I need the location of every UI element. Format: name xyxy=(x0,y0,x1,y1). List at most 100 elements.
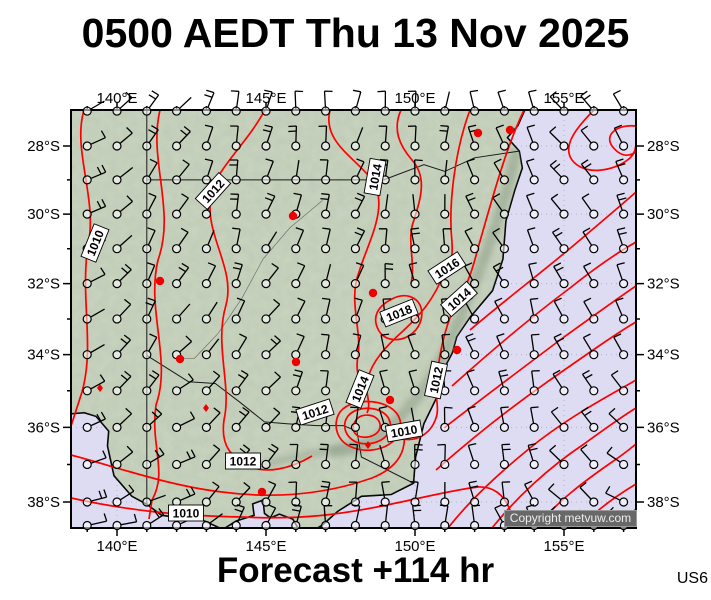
wind-barb-shaft xyxy=(354,297,363,316)
wind-barb-shaft xyxy=(349,481,358,498)
wind-barb-shaft xyxy=(90,450,107,464)
wind-barb xyxy=(350,158,365,185)
wind-barb-shaft xyxy=(267,504,277,523)
station-circle xyxy=(410,106,420,116)
wind-barb xyxy=(499,481,511,507)
wind-barb xyxy=(464,227,480,254)
wind-barb xyxy=(380,262,394,289)
wind-barb xyxy=(288,125,301,151)
station-circle xyxy=(618,141,629,151)
wind-barb-shaft xyxy=(526,124,535,143)
wind-barb-shaft xyxy=(262,124,274,143)
station-circle xyxy=(529,459,539,470)
wind-barb xyxy=(142,447,165,470)
wind-barb xyxy=(112,484,135,507)
isobar-label: 1012 xyxy=(225,452,261,470)
wind-barb xyxy=(291,227,305,254)
wind-barb xyxy=(439,504,450,531)
wind-barb xyxy=(553,333,569,360)
station-circle xyxy=(201,279,211,289)
station-circle xyxy=(142,279,152,289)
station-circle xyxy=(291,497,301,507)
station-circle xyxy=(82,350,92,360)
isobar-label-text: 1010 xyxy=(173,507,200,521)
wind-barb-shaft xyxy=(407,90,417,107)
station-circle xyxy=(172,209,182,219)
station-circle xyxy=(559,141,569,151)
wind-barb xyxy=(612,89,629,116)
wind-barb xyxy=(492,193,509,219)
wind-barb-shaft xyxy=(378,228,388,245)
isobar-label-text: 1010 xyxy=(390,422,419,440)
station-circle xyxy=(261,209,271,219)
wind-barb xyxy=(410,159,423,185)
wind-barb xyxy=(82,100,105,116)
station-circle xyxy=(350,422,360,432)
station-circle xyxy=(261,141,271,151)
station-circle xyxy=(231,350,241,360)
station-circle xyxy=(440,422,450,432)
wind-barb-shaft xyxy=(412,194,416,210)
wind-barb-shaft xyxy=(352,333,362,351)
wind-barb-shaft xyxy=(552,369,563,388)
station-circle xyxy=(112,244,122,254)
station-circle xyxy=(291,279,301,289)
wind-barb-shaft xyxy=(179,335,193,353)
station-circle xyxy=(499,244,509,254)
station-circle xyxy=(231,314,241,324)
station-circle xyxy=(529,497,539,507)
wind-barb xyxy=(407,125,420,151)
wind-barb-shaft xyxy=(267,231,278,246)
wind-barb xyxy=(350,504,361,531)
wind-barb xyxy=(291,333,305,360)
wind-barb-shaft xyxy=(179,373,194,390)
station-circle xyxy=(201,314,211,324)
station-circle xyxy=(172,279,182,289)
station-circle xyxy=(291,175,301,185)
wind-barb-shaft xyxy=(580,406,592,425)
wind-barb xyxy=(440,91,451,116)
wind-barb-shaft xyxy=(90,267,106,283)
lon-label-bottom: 145°E xyxy=(245,538,286,555)
isobar-line-low xyxy=(343,407,392,445)
wind-barb-shaft xyxy=(583,262,593,281)
station-circle xyxy=(231,209,241,219)
wind-barb xyxy=(142,494,166,507)
isobar-line-ocean xyxy=(451,241,636,387)
wind-barb xyxy=(440,194,450,219)
isobar-label: 1010 xyxy=(168,504,204,522)
red-station-dot xyxy=(385,395,395,405)
wind-barb xyxy=(231,406,250,432)
wind-barb-shaft xyxy=(525,192,535,211)
station-circle xyxy=(231,141,241,151)
wind-barb xyxy=(549,126,569,151)
wind-barb xyxy=(495,124,509,151)
wind-barb xyxy=(350,333,362,360)
isobar-label-box xyxy=(194,172,232,210)
wind-barb-shaft xyxy=(268,262,279,281)
lat-label-left: 32°S xyxy=(27,276,60,293)
isobar-label: 1012 xyxy=(295,398,335,426)
station-circle xyxy=(82,459,92,470)
wind-barb-shaft xyxy=(264,89,273,108)
station-circle xyxy=(82,279,92,289)
station-circle xyxy=(201,350,211,360)
wind-barb-shaft xyxy=(119,298,132,317)
wind-barb xyxy=(201,481,220,507)
wind-barb-shaft xyxy=(119,234,133,247)
wind-barb xyxy=(320,193,331,219)
wind-barb xyxy=(201,124,214,151)
station-circle xyxy=(201,106,211,116)
wind-barb-shaft xyxy=(150,447,165,463)
wind-barb-shaft xyxy=(580,90,592,109)
wind-barb-stations xyxy=(82,89,629,531)
wind-barb-shaft xyxy=(579,481,592,500)
station-circle xyxy=(231,520,241,531)
station-circle xyxy=(440,209,450,219)
station-circle xyxy=(321,520,331,531)
station-circle xyxy=(261,497,271,507)
station-circle xyxy=(440,244,450,254)
wind-barb xyxy=(582,333,599,360)
isobar-line-1010 xyxy=(71,427,406,496)
wind-barb xyxy=(524,480,539,507)
